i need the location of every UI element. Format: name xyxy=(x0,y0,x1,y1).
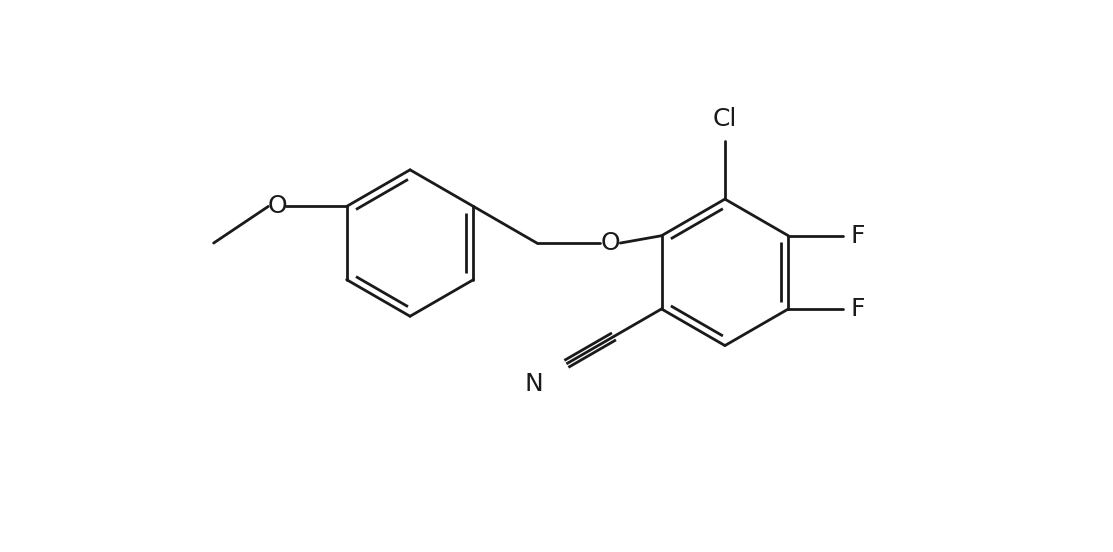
Text: N: N xyxy=(525,372,543,396)
Text: O: O xyxy=(600,231,620,255)
Text: Cl: Cl xyxy=(712,107,737,131)
Text: F: F xyxy=(850,224,865,248)
Text: F: F xyxy=(850,297,865,321)
Text: O: O xyxy=(267,194,287,219)
